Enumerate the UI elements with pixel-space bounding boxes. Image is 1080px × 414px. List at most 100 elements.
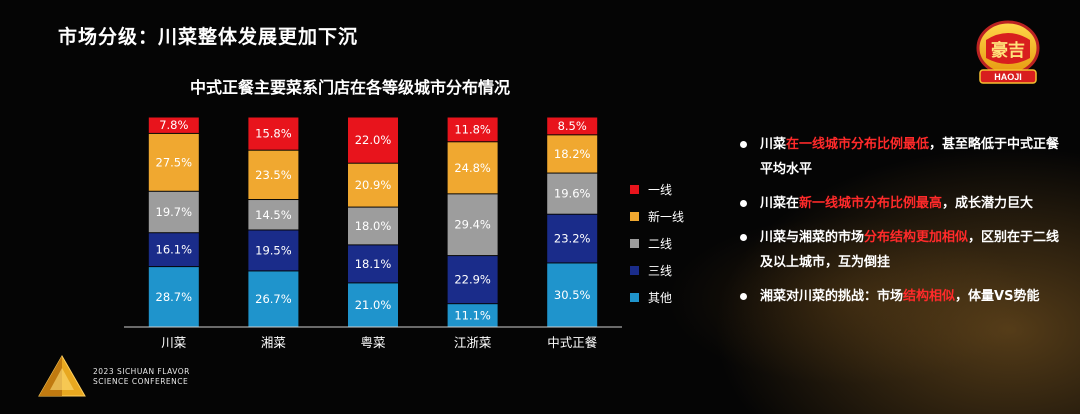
bar-data-label: 22.0%	[355, 133, 392, 147]
bullet-text: ，甚至略低于中式正餐平均水平	[760, 137, 1060, 177]
legend-label: 一线	[648, 183, 673, 197]
bar-segment	[148, 117, 199, 133]
bullet-text: ，体量VS势能	[955, 289, 1040, 304]
category-label: 中式正餐	[547, 335, 598, 350]
highlight-text: 在一线城市分布比例最低	[786, 137, 930, 152]
legend-swatch	[630, 293, 639, 302]
bar-data-label: 20.9%	[355, 178, 392, 192]
bar-segment	[248, 150, 299, 200]
bar-data-label: 26.7%	[255, 292, 292, 306]
category-label: 粤菜	[360, 335, 386, 350]
bullet-dot-icon	[740, 200, 747, 207]
bar-data-label: 18.2%	[554, 147, 591, 161]
bar-segment	[447, 304, 498, 327]
insight-bullet: 川菜在新一线城市分布比例最高，成长潜力巨大	[738, 191, 1068, 216]
bar-segment	[348, 163, 398, 207]
bar-data-label: 19.7%	[156, 205, 193, 219]
conference-line1: 2023 SICHUAN FLAVOR	[93, 367, 190, 376]
bar-segment	[547, 117, 598, 135]
category-label: 江浙菜	[454, 335, 492, 350]
bar-segment	[148, 267, 199, 327]
logo-glyph: 豪吉	[991, 40, 1025, 61]
bar-segment	[348, 117, 398, 163]
bar-segment	[248, 271, 299, 327]
bar-data-label: 8.5%	[558, 119, 587, 133]
legend-label: 其他	[648, 291, 673, 305]
bar-data-label: 14.5%	[255, 208, 292, 222]
bar-data-label: 28.7%	[156, 290, 193, 304]
chart-legend: 一线新一线二线三线其他	[630, 176, 684, 311]
bullet-dot-icon	[740, 293, 747, 300]
conference-line2: SCIENCE CONFERENCE	[93, 377, 189, 386]
legend-swatch	[630, 185, 639, 194]
bar-data-label: 23.5%	[255, 168, 292, 182]
bar-data-label: 30.5%	[554, 288, 591, 302]
category-label: 川菜	[161, 335, 187, 350]
bar-segment	[348, 207, 398, 245]
legend-item: 一线	[630, 176, 684, 203]
bullet-text: 川菜在	[760, 196, 800, 211]
insight-bullet: 湘菜对川菜的挑战：市场结构相似，体量VS势能	[738, 284, 1068, 309]
bar-segment	[348, 245, 398, 283]
insight-bullets: 川菜在一线城市分布比例最低，甚至略低于中式正餐平均水平川菜在新一线城市分布比例最…	[738, 132, 1068, 318]
bar-data-label: 15.8%	[255, 127, 292, 141]
bullet-text: 湘菜对川菜的挑战：市场	[760, 289, 904, 304]
insight-bullet: 川菜在一线城市分布比例最低，甚至略低于中式正餐平均水平	[738, 132, 1068, 182]
legend-swatch	[630, 266, 639, 275]
bar-segment	[547, 214, 598, 263]
legend-swatch	[630, 212, 639, 221]
legend-label: 新一线	[648, 210, 685, 224]
highlight-text: 新一线城市分布比例最高	[799, 196, 943, 211]
legend-swatch	[630, 239, 639, 248]
bar-segment	[148, 191, 199, 233]
page-title: 市场分级：川菜整体发展更加下沉	[58, 26, 359, 48]
haoji-logo-icon: 豪吉 HAOJI	[976, 20, 1040, 84]
bar-data-label: 7.8%	[159, 118, 188, 132]
bar-data-label: 24.8%	[454, 161, 491, 175]
bar-data-label: 23.2%	[554, 232, 591, 246]
bar-data-label: 22.9%	[454, 273, 491, 287]
bar-segment	[447, 117, 498, 142]
bullet-text: 川菜	[760, 137, 787, 152]
insight-bullet: 川菜与湘菜的市场分布结构更加相似，区别在于二线及以上城市，互为倒挂	[738, 225, 1068, 275]
conference-pyramid-icon	[38, 354, 86, 397]
bullet-dot-icon	[740, 234, 747, 241]
bar-segment	[547, 263, 598, 327]
bar-segment	[547, 173, 598, 214]
conference-name: 2023 SICHUAN FLAVOR SCIENCE CONFERENCE	[93, 367, 190, 387]
legend-item: 二线	[630, 230, 684, 257]
bar-segment	[447, 142, 498, 194]
bullet-text: ，成长潜力巨大	[942, 196, 1034, 211]
legend-item: 三线	[630, 257, 684, 284]
bar-data-label: 18.1%	[355, 257, 392, 271]
bar-segment	[447, 194, 498, 256]
bar-segment	[248, 200, 299, 230]
bar-data-label: 18.0%	[355, 219, 392, 233]
legend-item: 其他	[630, 284, 684, 311]
highlight-text: 结构相似	[903, 289, 956, 304]
bar-data-label: 27.5%	[156, 155, 193, 169]
bar-segment	[547, 135, 598, 173]
chart-title: 中式正餐主要菜系门店在各等级城市分布情况	[189, 78, 510, 97]
bar-data-label: 19.5%	[255, 243, 292, 257]
bullet-text: ，区别在于二线及以上城市，互为倒挂	[760, 230, 1060, 270]
legend-label: 三线	[648, 264, 673, 278]
bar-segment	[248, 230, 299, 271]
bar-segment	[148, 133, 199, 191]
bullet-text: 川菜与湘菜的市场	[760, 230, 865, 245]
stacked-bar-chart: 28.7% 16.1% 19.7% 27.5% 7.8% 川菜 26.7% 19.5% 14.5…	[124, 117, 622, 350]
bar-data-label: 11.1%	[454, 308, 491, 322]
bar-segment	[348, 283, 398, 327]
bar-segment	[447, 256, 498, 304]
bar-data-label: 11.8%	[454, 122, 491, 136]
bar-data-label: 21.0%	[355, 298, 392, 312]
bar-segment	[148, 233, 199, 267]
bullet-dot-icon	[740, 141, 747, 148]
category-label: 湘菜	[261, 335, 287, 350]
bar-data-label: 16.1%	[156, 243, 193, 257]
legend-item: 新一线	[630, 203, 684, 230]
legend-label: 二线	[648, 237, 673, 251]
bar-segment	[248, 117, 299, 150]
logo-text: HAOJI	[994, 72, 1022, 82]
highlight-text: 分布结构更加相似	[864, 230, 969, 245]
